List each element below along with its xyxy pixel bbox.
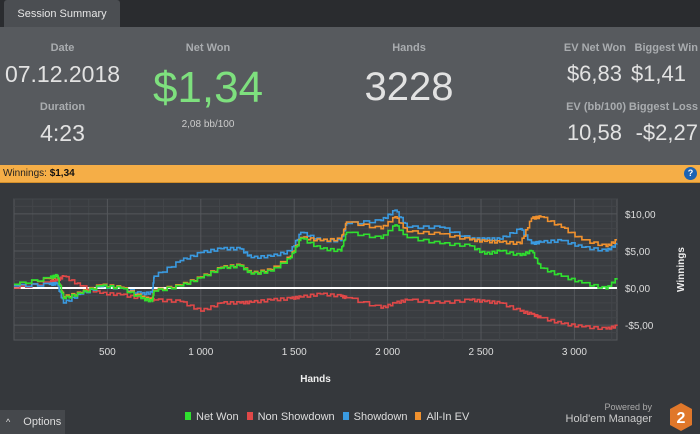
y-tick-label: $5,00 [625, 247, 650, 258]
date-label: Date [50, 42, 75, 54]
x-tick-label: 500 [99, 347, 116, 358]
product-name: Hold'em Manager [565, 413, 652, 425]
winnings-label: Winnings: [3, 168, 47, 179]
help-icon[interactable]: ? [684, 167, 697, 180]
hands-label: Hands [392, 42, 426, 54]
biggest-loss-value: -$2,27 [635, 120, 698, 145]
duration-value: 4:23 [40, 120, 85, 146]
y-tick-label: $0,00 [625, 284, 650, 295]
chevron-up-icon: ^ [6, 417, 11, 427]
ev-net-won-label: EV Net Won [563, 42, 626, 54]
powered-by: Powered by Hold'em Manager [566, 401, 652, 425]
net-won-value: $1,34 [152, 63, 264, 112]
ev-bb100-label: EV (bb/100) [566, 101, 626, 113]
options-button[interactable]: ^ Options [0, 410, 65, 434]
legend-all-in-ev[interactable]: All-In EV [415, 411, 469, 423]
biggest-win-label: Biggest Win [634, 42, 698, 54]
y-tick-label: -$5,00 [625, 321, 654, 332]
powered-by-text: Powered by [604, 402, 652, 412]
ev-net-won-value: $6,83 [566, 61, 622, 86]
biggest-loss-label: Biggest Loss [628, 101, 698, 113]
options-label: Options [23, 416, 62, 428]
legend-showdown[interactable]: Showdown [342, 411, 407, 423]
series-line-net-won [14, 224, 618, 303]
net-won-label: Net Won [185, 42, 231, 54]
plot-area [13, 198, 618, 341]
x-tick-label: 2 500 [468, 347, 493, 358]
x-tick-label: 2 000 [375, 347, 400, 358]
winnings-bar: Winnings: $1,34 ? [0, 165, 700, 183]
session-summary-panel: Date 07.12.2018 Duration 4:23 Net Won $1… [0, 27, 700, 165]
hem2-logo-icon: 2 [670, 403, 692, 431]
ev-bb100-value: 10,58 [566, 120, 622, 145]
x-axis-label: Hands [300, 374, 331, 385]
legend-net-won[interactable]: Net Won [185, 411, 239, 423]
tab-bar: Session Summary [0, 0, 700, 27]
biggest-win-value: $1,41 [630, 61, 686, 86]
hands-value: 3228 [364, 65, 454, 109]
bb100-value: 2,08 bb/100 [181, 119, 235, 130]
series-line-non-showdown [14, 275, 618, 331]
x-tick-label: 3 000 [562, 347, 587, 358]
legend-non-showdown[interactable]: Non Showdown [246, 411, 335, 423]
tab-session-summary[interactable]: Session Summary [4, 0, 120, 27]
winnings-value: $1,34 [49, 168, 75, 179]
x-tick-label: 1 500 [282, 347, 307, 358]
y-axis-label: Winnings [676, 247, 687, 292]
x-tick-label: 1 000 [188, 347, 213, 358]
svg-text:2: 2 [677, 410, 686, 427]
chart-legend: Net Won Non Showdown Showdown All-In EV [185, 411, 469, 423]
winnings-chart: 500 1 000 1 500 2 000 2 500 3 000 $10,00 $5,00 $… [13, 198, 687, 385]
y-tick-label: $10,00 [625, 210, 656, 221]
date-value: 07.12.2018 [4, 61, 121, 87]
duration-label: Duration [39, 101, 86, 113]
